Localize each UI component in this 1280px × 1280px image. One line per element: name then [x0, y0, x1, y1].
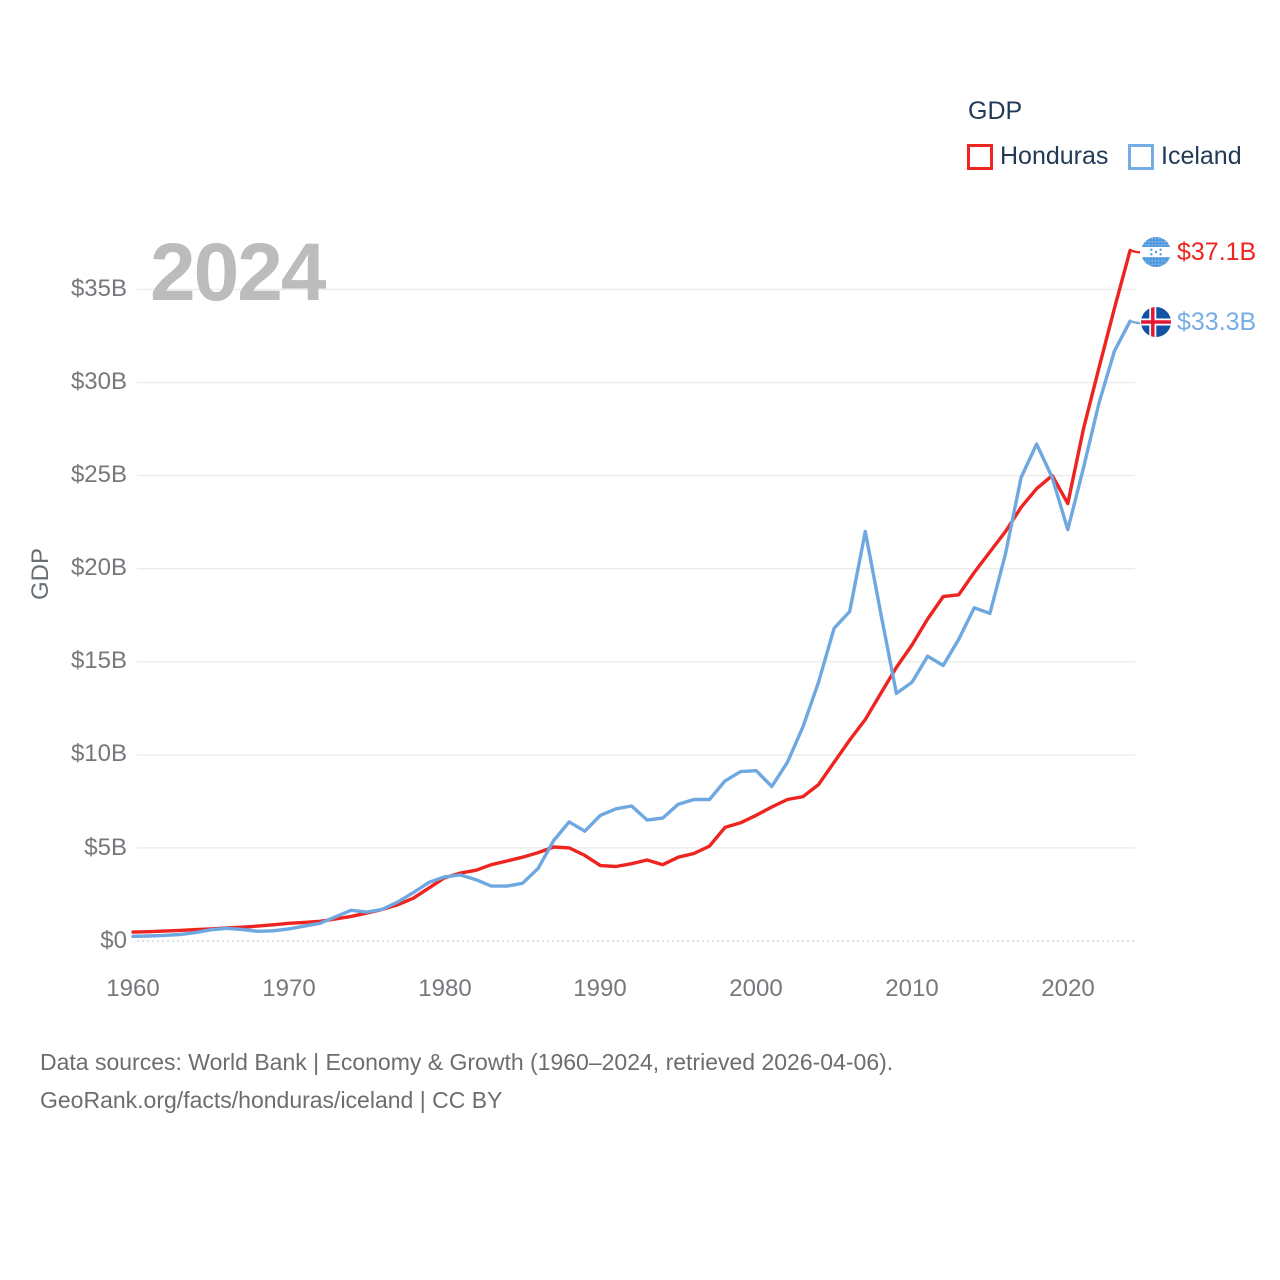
iceland-flag-icon — [1141, 307, 1171, 337]
x-tick-label: 1960 — [106, 975, 160, 1002]
honduras-line[interactable] — [131, 248, 1132, 934]
iceland-swatch-icon — [1128, 144, 1154, 170]
y-tick-label: $35B — [70, 275, 127, 302]
legend-title: GDP — [968, 97, 1023, 125]
legend-item-iceland[interactable]: Iceland — [1128, 142, 1243, 170]
iceland-line[interactable] — [131, 319, 1132, 938]
y-tick-label: $20B — [70, 554, 127, 581]
y-tick-label: $30B — [70, 368, 127, 395]
honduras-label-connector — [1129, 249, 1141, 254]
honduras-swatch-icon — [967, 144, 993, 170]
y-tick-label: $25B — [70, 461, 127, 488]
iceland-end-value: $33.3B — [1177, 308, 1257, 336]
x-tick-label: 2020 — [1041, 975, 1095, 1002]
y-tick-label: $0 — [100, 927, 127, 954]
honduras-flag-icon — [1141, 237, 1171, 267]
legend-label: Iceland — [1161, 142, 1242, 170]
y-tick-label: $5B — [84, 834, 127, 861]
y-tick-label: $10B — [70, 740, 127, 767]
iceland-label-connector — [1129, 319, 1141, 325]
x-tick-label: 1970 — [262, 975, 316, 1002]
year-watermark: 2024 — [150, 227, 326, 318]
legend-label: Honduras — [1000, 142, 1109, 170]
x-tick-label: 1990 — [573, 975, 627, 1002]
data-sources-text: Data sources: World Bank | Economy & Gro… — [40, 1049, 894, 1075]
honduras-end-value: $37.1B — [1177, 238, 1257, 266]
legend-item-honduras[interactable]: Honduras — [967, 142, 1112, 170]
y-tick-label: $15B — [70, 647, 127, 674]
attribution-link-text[interactable]: GeoRank.org/facts/honduras/iceland | CC … — [40, 1087, 503, 1113]
x-tick-label: 1980 — [418, 975, 472, 1002]
x-tick-label: 2010 — [885, 975, 939, 1002]
x-tick-label: 2000 — [729, 975, 783, 1002]
